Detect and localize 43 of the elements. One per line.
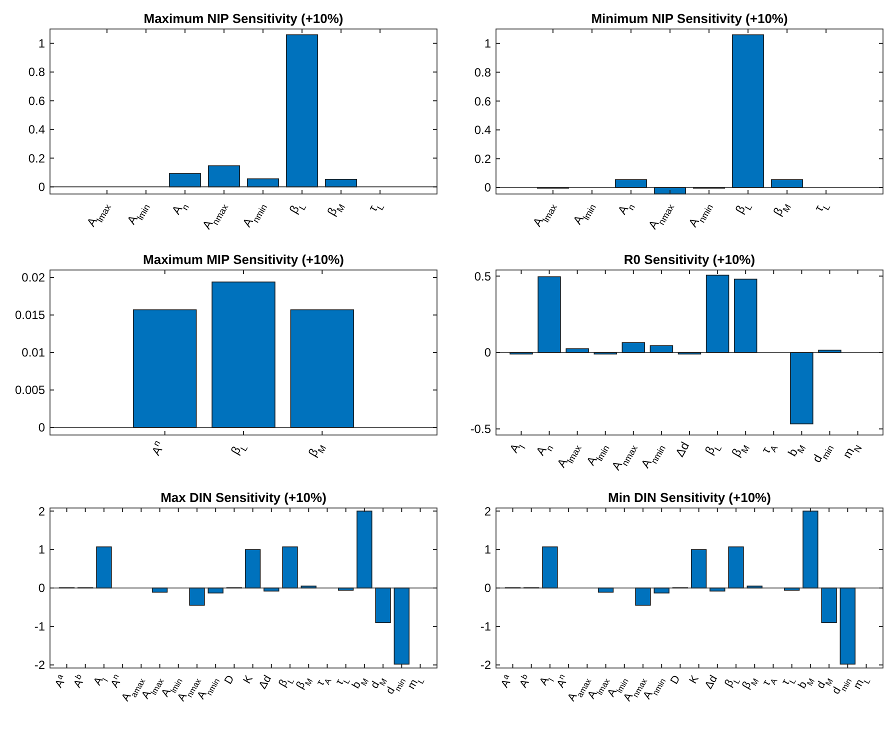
y-tick-label: 0.5 — [474, 269, 492, 284]
y-tick-label: 0 — [484, 180, 492, 195]
x-tick-label: Δd — [702, 674, 720, 692]
x-tick-label: D — [668, 673, 683, 686]
y-tick-label: 0.005 — [14, 383, 46, 398]
y-tick-label: 0.01 — [22, 346, 46, 360]
y-tick-label: 1 — [38, 36, 46, 51]
y-tick-label: 1 — [484, 36, 492, 51]
y-tick-label: -0.5 — [470, 422, 492, 436]
chart-title: R0 Sensitivity (+10%) — [624, 252, 756, 267]
chart-title: Maximum NIP Sensitivity (+10%) — [144, 11, 344, 26]
y-tick-label: 0.4 — [28, 122, 46, 137]
y-tick-label: -1 — [480, 620, 492, 634]
chart-title: Max DIN Sensitivity (+10%) — [160, 490, 326, 505]
chart-title: Minimum NIP Sensitivity (+10%) — [591, 11, 788, 26]
y-tick-label: 0.6 — [28, 94, 46, 108]
y-tick-label: 0.4 — [474, 123, 492, 138]
y-tick-label: 0.015 — [14, 308, 46, 322]
y-tick-label: 0 — [38, 180, 46, 194]
y-tick-label: 0.6 — [474, 94, 492, 108]
chart-title: Maximum MIP Sensitivity (+10%) — [143, 252, 344, 267]
y-tick-label: 0.8 — [474, 65, 492, 80]
y-tick-label: 1 — [38, 542, 46, 557]
y-tick-label: -2 — [480, 658, 492, 672]
y-tick-label: 0 — [484, 581, 492, 596]
x-tick-label: Δd — [672, 440, 692, 460]
y-tick-label: 0 — [38, 581, 46, 596]
x-tick-label: Δd — [256, 674, 274, 692]
y-tick-label: 0.2 — [28, 151, 46, 166]
y-tick-label: 0.02 — [22, 270, 46, 285]
y-tick-label: 0 — [38, 420, 46, 435]
x-tick-label: K — [687, 672, 702, 686]
x-tick-label: K — [241, 672, 256, 686]
chart-title: Min DIN Sensitivity (+10%) — [608, 490, 771, 505]
y-tick-label: 2 — [38, 504, 46, 518]
x-tick-label: D — [222, 673, 237, 686]
y-tick-label: 0.8 — [28, 65, 46, 80]
y-tick-label: 0 — [484, 346, 492, 360]
y-tick-label: -1 — [34, 620, 46, 634]
y-tick-label: 1 — [484, 542, 492, 557]
y-tick-label: -2 — [34, 658, 46, 672]
y-tick-label: 0.2 — [474, 152, 492, 166]
y-tick-label: 2 — [484, 504, 492, 518]
